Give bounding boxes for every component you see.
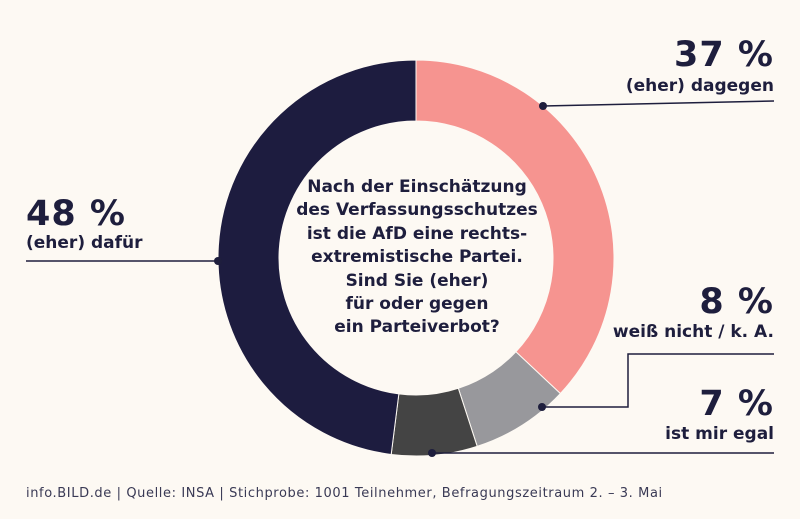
slice-dafuer [217, 59, 417, 455]
slice-value-dagegen: 37 % [674, 35, 774, 75]
slice-label-weiss-nicht: weiß nicht / k. A. [612, 322, 774, 342]
center-question-line: ein Parteiverbot? [334, 317, 500, 338]
center-question: Nach der Einschätzung des Verfassungssch… [282, 176, 552, 340]
center-question-line: des Verfassungsschutzes [296, 200, 538, 221]
leader-dot-dafuer [214, 257, 222, 265]
leader-line-dagegen [542, 100, 775, 107]
center-question-line: ist die AfD eine rechts- [306, 223, 528, 244]
slice-label-dagegen: (eher) dagegen [625, 76, 774, 96]
leader-dot-weiss-nicht [538, 403, 546, 411]
slice-value-egal: 7 % [699, 384, 774, 424]
leader-dot-dagegen [539, 102, 547, 110]
slice-label-egal: ist mir egal [665, 424, 774, 444]
slice-value-weiss-nicht: 8 % [699, 282, 774, 322]
slice-value-dafuer: 48 % [26, 194, 126, 234]
center-question-line: für oder gegen [345, 294, 489, 315]
slice-label-dafuer: (eher) dafür [26, 233, 143, 253]
leader-line-weiss-nicht [542, 353, 774, 408]
center-question-line: Sind Sie (eher) [345, 270, 489, 291]
center-question-line: Nach der Einschätzung [307, 177, 527, 197]
leader-dot-egal [428, 449, 436, 457]
center-question-line: extremistische Partei. [311, 247, 523, 268]
source-footer: info.BILD.de | Quelle: INSA | Stichprobe… [26, 486, 663, 501]
